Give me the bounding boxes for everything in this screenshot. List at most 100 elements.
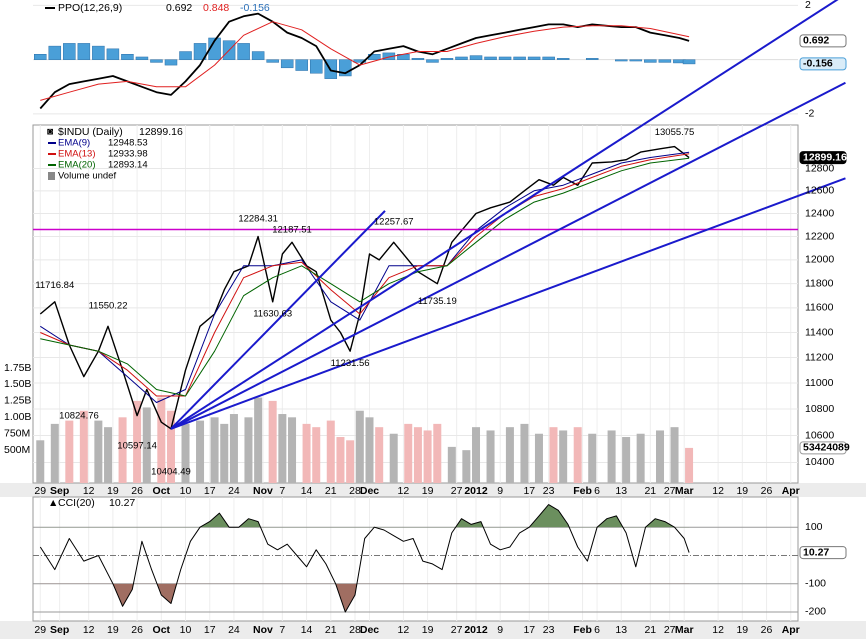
value-badge-label: 53424089 bbox=[803, 442, 850, 454]
x-tick-label: 12 bbox=[398, 624, 410, 636]
x-tick-label: 24 bbox=[228, 485, 240, 497]
histogram-bar bbox=[280, 59, 294, 69]
x-tick-label: 19 bbox=[422, 624, 434, 636]
histogram-bar bbox=[353, 59, 367, 63]
cci-panel-frame bbox=[32, 496, 799, 622]
volume-bar bbox=[520, 423, 529, 483]
histogram-bar bbox=[295, 59, 308, 71]
y-tick-label: -2 bbox=[805, 108, 814, 120]
legend-value: 12948.53 bbox=[108, 138, 148, 149]
x-tick-label: 19 bbox=[107, 485, 119, 497]
price-annotation: 11716.84 bbox=[35, 280, 74, 291]
x-tick-label: 29 bbox=[34, 485, 46, 497]
volume-bar bbox=[355, 410, 364, 483]
y-tick-label: 11600 bbox=[805, 302, 834, 314]
ppo-title: PPO(12,26,9) bbox=[58, 2, 122, 14]
legend-name: EMA(20) bbox=[58, 160, 95, 171]
price-annotation: 11231.56 bbox=[331, 358, 370, 369]
ppo-value: 0.692 bbox=[166, 2, 192, 14]
volume-bar bbox=[365, 417, 374, 483]
date-axis-band bbox=[0, 483, 866, 497]
series-line bbox=[40, 151, 690, 403]
volume-bar bbox=[50, 423, 59, 483]
value-badge-label: 10.27 bbox=[803, 546, 829, 558]
x-tick-label: 26 bbox=[131, 624, 143, 636]
volume-bar bbox=[268, 400, 277, 483]
x-tick-label: 12 bbox=[712, 624, 724, 636]
volume-bar bbox=[133, 400, 142, 483]
histogram-bar bbox=[440, 58, 454, 60]
histogram-bar bbox=[251, 51, 265, 60]
y-tick-label: 10600 bbox=[805, 429, 834, 441]
y-tick-label: -200 bbox=[805, 606, 826, 618]
volume-bar bbox=[244, 417, 253, 483]
volume-tick-label: 1.00B bbox=[4, 411, 31, 423]
volume-tick-label: 1.25B bbox=[4, 395, 31, 407]
marks-layer bbox=[33, 0, 846, 613]
histogram-bar bbox=[455, 56, 468, 60]
trend-line bbox=[170, 81, 846, 430]
y-tick-label: 12400 bbox=[805, 207, 834, 219]
volume-bar bbox=[462, 450, 471, 483]
x-tick-label: Sep bbox=[50, 624, 69, 636]
x-tick-label: 12 bbox=[712, 485, 724, 497]
legend-value: 12933.98 bbox=[108, 149, 148, 160]
y-tick-label: 10400 bbox=[805, 456, 834, 468]
histogram-bar bbox=[556, 58, 570, 60]
x-tick-label: Feb bbox=[573, 624, 592, 636]
histogram-bar bbox=[469, 55, 483, 60]
histogram-bar bbox=[34, 54, 47, 60]
x-tick-label: Feb bbox=[573, 485, 592, 497]
x-tick-label: Mar bbox=[675, 485, 694, 497]
x-tick-label: Dec bbox=[360, 624, 379, 636]
histogram-bar bbox=[658, 59, 672, 63]
x-tick-label: 2012 bbox=[464, 624, 488, 636]
x-tick-label: 17 bbox=[523, 624, 535, 636]
volume-bar bbox=[312, 427, 321, 483]
x-tick-label: 12 bbox=[398, 485, 410, 497]
volume-bar bbox=[685, 447, 694, 483]
series-line bbox=[40, 153, 690, 397]
y-tick-label: 12800 bbox=[805, 162, 834, 174]
cci-icon: ▲ bbox=[48, 497, 58, 509]
value-badge bbox=[799, 441, 847, 455]
x-tick-label: Nov bbox=[253, 624, 273, 636]
x-tick-label: 7 bbox=[279, 624, 285, 636]
volume-bar bbox=[336, 437, 345, 483]
x-tick-label: 9 bbox=[497, 624, 503, 636]
value-badge-label: 12899.16 bbox=[803, 151, 847, 163]
volume-bar bbox=[404, 423, 413, 483]
price-last: 12899.16 bbox=[139, 126, 183, 138]
histogram-bar bbox=[150, 59, 163, 63]
legend-value: 12893.14 bbox=[108, 160, 148, 171]
series-line bbox=[40, 157, 690, 397]
volume-bar bbox=[79, 410, 88, 483]
volume-bar bbox=[549, 427, 558, 483]
x-tick-label: 27 bbox=[664, 485, 676, 497]
histogram-bar bbox=[644, 59, 657, 63]
volume-bar bbox=[656, 430, 665, 483]
x-tick-label: 21 bbox=[325, 624, 337, 636]
y-tick-label: 11200 bbox=[805, 351, 834, 363]
value-badge-label: -0.156 bbox=[803, 58, 833, 70]
volume-bar bbox=[607, 430, 616, 483]
histogram-bar bbox=[426, 59, 439, 63]
x-tick-label: 26 bbox=[761, 624, 773, 636]
y-tick-label: -100 bbox=[805, 577, 826, 589]
value-badge bbox=[799, 546, 847, 560]
price-title: $INDU (Daily) bbox=[58, 126, 123, 138]
x-tick-label: 6 bbox=[594, 624, 600, 636]
volume-bar bbox=[220, 423, 229, 483]
trend-line bbox=[170, 177, 846, 430]
histogram-bar bbox=[48, 45, 62, 60]
volume-bar bbox=[389, 433, 398, 483]
price-icon: ◙ bbox=[47, 127, 53, 138]
histogram-bar bbox=[309, 59, 323, 74]
price-annotation: 12187.51 bbox=[272, 224, 312, 235]
volume-bar bbox=[326, 420, 335, 483]
volume-bar bbox=[486, 430, 495, 483]
volume-bar bbox=[302, 423, 311, 483]
histogram-bar bbox=[513, 56, 526, 60]
